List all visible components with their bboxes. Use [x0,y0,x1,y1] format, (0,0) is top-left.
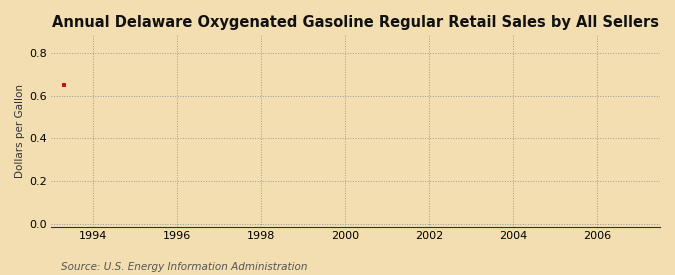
Title: Annual Delaware Oxygenated Gasoline Regular Retail Sales by All Sellers: Annual Delaware Oxygenated Gasoline Regu… [52,15,659,30]
Y-axis label: Dollars per Gallon: Dollars per Gallon [15,84,25,178]
Text: Source: U.S. Energy Information Administration: Source: U.S. Energy Information Administ… [61,262,307,272]
